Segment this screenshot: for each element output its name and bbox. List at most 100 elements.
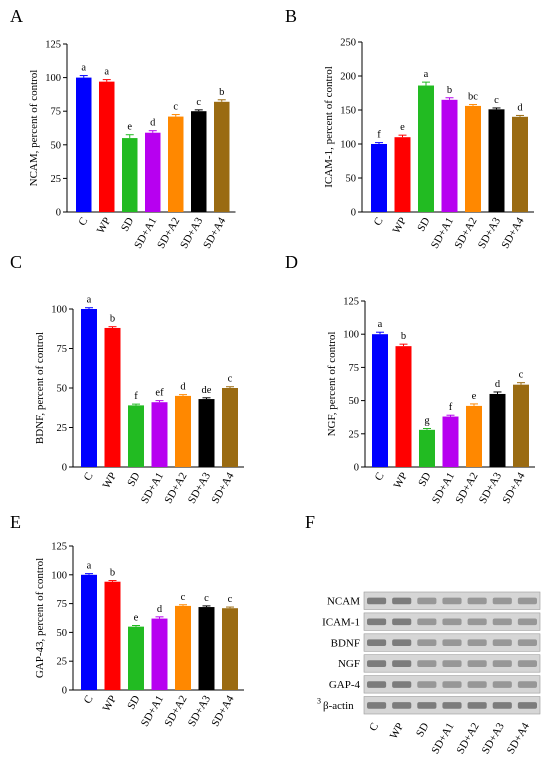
y-axis-label: BDNF, percent of control [34, 332, 46, 444]
y-tick-label: 75 [51, 107, 62, 118]
y-tick-label: 50 [57, 384, 68, 395]
bar-sd [418, 85, 434, 212]
bar-c [81, 309, 97, 467]
chart-panel-c: C 0 25 50 75 100 BDNF, percent of control a Cb WP… [10, 252, 244, 506]
y-tick-label: 0 [62, 463, 67, 474]
blot-band [392, 660, 412, 667]
significance-letter: c [173, 102, 178, 113]
significance-letter: e [400, 122, 405, 133]
blot-band [442, 639, 462, 647]
bar-sd [128, 626, 144, 690]
bar-c [372, 334, 388, 467]
significance-letter: d [517, 102, 523, 113]
blot-row-label: ICAM-1 [322, 616, 360, 628]
y-tick-label: 25 [57, 657, 68, 668]
x-tick-label: SD [125, 470, 142, 488]
bar-sd-a3 [488, 109, 505, 212]
panel-label: D [285, 252, 298, 272]
blot-strip [363, 675, 541, 694]
y-tick-label: 100 [45, 73, 61, 84]
y-tick-label: 25 [51, 174, 62, 185]
blot-band [442, 597, 462, 605]
blot-band [467, 597, 487, 605]
significance-letter: b [110, 568, 115, 579]
significance-letter: de [202, 385, 212, 396]
significance-letter: c [196, 97, 201, 108]
blot-band [467, 660, 487, 667]
blot-band [492, 702, 512, 709]
y-tick-label: 125 [51, 542, 67, 553]
significance-letter: ef [155, 388, 164, 399]
y-tick-label: 100 [51, 570, 67, 581]
bar-c [81, 574, 97, 690]
blot-lane-label: C [367, 721, 381, 733]
blot-band [392, 639, 412, 647]
blot-band [492, 660, 512, 667]
blot-band [417, 660, 437, 667]
blot-band [467, 702, 487, 709]
significance-letter: c [228, 594, 233, 605]
row-prefix: 3 [317, 697, 321, 706]
y-tick-label: 100 [340, 140, 356, 151]
blot-row-label: NGF [338, 658, 360, 670]
x-tick-label: WP [391, 471, 410, 491]
blot-band [367, 702, 387, 709]
blot-band [392, 618, 412, 626]
y-tick-label: 75 [57, 344, 68, 355]
x-tick-label: SD [119, 215, 136, 233]
blot-band [467, 639, 487, 647]
significance-letter: b [219, 87, 224, 98]
bar-wp [395, 346, 412, 467]
blot-strip [363, 612, 541, 631]
bar-sd-a4 [513, 384, 529, 467]
bar-sd-a2 [465, 105, 481, 212]
x-tick-label: SD+A4 [209, 470, 236, 506]
x-tick-label: WP [100, 471, 119, 491]
y-tick-label: 0 [354, 463, 359, 474]
blot-strip [363, 633, 541, 652]
bar-sd [419, 429, 435, 467]
y-tick-label: 0 [62, 686, 67, 697]
panel-label: B [285, 6, 297, 26]
x-tick-label: WP [390, 216, 409, 236]
bar-sd-a4 [214, 101, 230, 212]
blot-band [492, 597, 512, 605]
bar-c [76, 77, 92, 212]
significance-letter: c [228, 374, 233, 385]
bar-sd-a2 [168, 116, 184, 212]
blot-band [392, 597, 412, 605]
significance-letter: a [87, 295, 92, 306]
bar-wp [394, 137, 411, 212]
x-tick-label: SD+A4 [499, 215, 526, 251]
blot-band [517, 702, 537, 709]
bar-sd-a2 [466, 405, 482, 467]
y-tick-label: 125 [343, 297, 359, 308]
x-tick-label: SD+A4 [209, 693, 236, 729]
y-tick-label: 150 [340, 106, 356, 117]
x-tick-label: C [82, 471, 96, 483]
blot-band [417, 681, 437, 688]
panel-label: C [10, 252, 22, 272]
significance-letter: g [424, 415, 430, 426]
blot-row-label: GAP-4 [329, 679, 361, 691]
panel-label: E [10, 512, 21, 532]
blot-lane-label: SD+A2 [454, 721, 481, 756]
y-tick-label: 250 [340, 38, 356, 49]
blot-strip [363, 591, 541, 610]
x-tick-label: SD+A4 [201, 215, 228, 251]
blot-lane-label: WP [388, 721, 407, 741]
blot-lane-label: SD+A1 [429, 721, 456, 756]
significance-letter: f [134, 391, 138, 402]
significance-letter: d [150, 118, 156, 129]
y-axis-label: NCAM, percent of control [28, 70, 40, 187]
blot-band [442, 681, 462, 688]
chart-panel-b: B 0 50 100 150 200 250 ICAM-1, percent of contr… [285, 6, 534, 251]
blot-band [367, 681, 387, 688]
x-tick-label: C [373, 471, 387, 483]
bar-sd-a3 [198, 399, 215, 467]
y-tick-label: 0 [56, 208, 61, 219]
blot-band [417, 618, 437, 626]
y-tick-label: 75 [57, 599, 68, 610]
y-tick-label: 50 [349, 396, 360, 407]
